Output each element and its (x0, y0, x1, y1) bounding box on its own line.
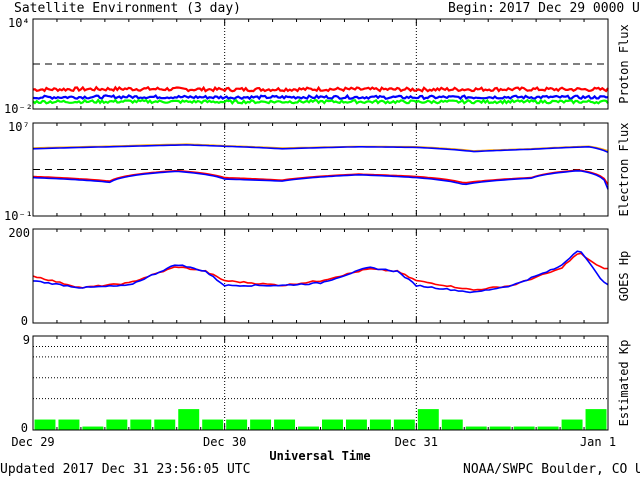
estimated-kp-y-tick-bottom: 0 (21, 421, 28, 435)
kp-bar (537, 426, 559, 430)
kp-bar (82, 426, 104, 430)
kp-bar (441, 419, 463, 430)
kp-bar (154, 419, 176, 430)
kp-bar (226, 419, 248, 430)
electron-flux-y-tick-top: 10⁷ (8, 120, 30, 134)
begin-value: 2017 Dec 29 0000 UTC (499, 1, 640, 16)
electron-flux-frame (32, 122, 609, 217)
updated-timestamp: Updated 2017 Dec 31 23:56:05 UTC (0, 462, 251, 477)
estimated-kp-panel (32, 335, 609, 431)
kp-bar (298, 426, 319, 430)
kp-bar (202, 419, 224, 430)
proton-flux-frame (32, 18, 609, 110)
goes-hp-label: GOES Hp (617, 251, 631, 302)
kp-bar (250, 419, 272, 430)
electron-flux-panel (32, 122, 609, 217)
proton-flux-panel (32, 18, 609, 110)
begin-label: Begin: (448, 1, 495, 16)
chart-title: Satellite Environment (3 day) (14, 1, 241, 16)
kp-bar (561, 419, 583, 430)
x-tick-label: Jan 1 (580, 435, 616, 449)
credit: NOAA/SWPC Boulder, CO USA (463, 462, 640, 477)
kp-bar (130, 419, 152, 430)
proton-flux-series-blue-1 (32, 93, 609, 101)
kp-bar (274, 419, 296, 430)
kp-bar (417, 409, 439, 430)
goes-hp-frame (32, 228, 609, 324)
kp-bar (489, 426, 511, 430)
kp-bar (322, 419, 343, 430)
kp-bar (58, 419, 80, 430)
goes-hp-series-blue-1 (32, 250, 609, 294)
x-tick-label: Dec 31 (395, 435, 438, 449)
estimated-kp-label: Estimated Kp (617, 340, 631, 427)
goes-hp-panel (32, 228, 609, 324)
goes-hp-y-tick-bottom: 0 (21, 314, 28, 328)
proton-flux-series-green-2 (32, 98, 609, 106)
kp-bar (106, 419, 128, 430)
kp-bar (34, 419, 56, 430)
electron-flux-series-blue-1 (32, 144, 609, 154)
estimated-kp-frame (32, 335, 609, 431)
kp-bar (345, 419, 367, 430)
proton-flux-series-red-0 (32, 85, 609, 93)
x-tick-label: Dec 30 (203, 435, 246, 449)
electron-flux-label: Electron Flux (617, 123, 631, 217)
electron-flux-series-blue-3 (32, 169, 609, 190)
goes-hp-series-red-0 (32, 252, 609, 291)
kp-bar (369, 419, 391, 430)
kp-bar (393, 419, 415, 430)
kp-bar (178, 409, 200, 430)
estimated-kp-y-tick-top: 9 (23, 333, 30, 347)
x-axis-label: Universal Time (269, 449, 370, 463)
x-tick-label: Dec 29 (11, 435, 54, 449)
proton-flux-y-tick-top: 10⁴ (8, 16, 30, 30)
kp-bar (465, 426, 487, 430)
proton-flux-label: Proton Flux (617, 24, 631, 103)
kp-bar (513, 426, 535, 430)
kp-bar (585, 409, 607, 430)
goes-hp-y-tick-top: 200 (8, 226, 30, 240)
proton-flux-y-tick-bottom: 10⁻² (4, 102, 33, 116)
electron-flux-y-tick-bottom: 10⁻¹ (4, 209, 33, 223)
